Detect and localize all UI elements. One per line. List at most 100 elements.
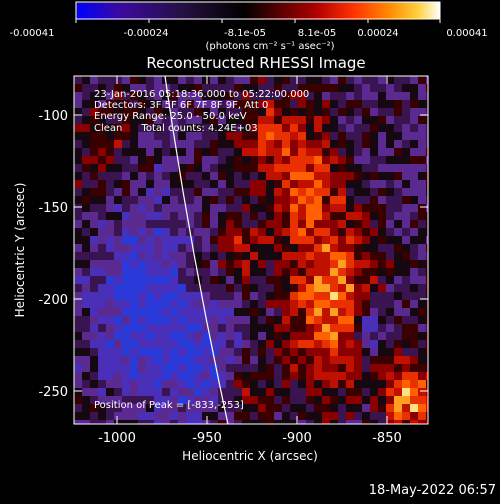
heatmap-cell: [106, 140, 115, 149]
heatmap-cell: [210, 196, 219, 205]
colorbar-gradient: [75, 1, 441, 20]
heatmap-cell: [282, 308, 291, 317]
heatmap-cell: [258, 388, 267, 397]
heatmap-cell: [274, 404, 283, 413]
heatmap-cell: [138, 404, 147, 413]
heatmap-cell: [346, 116, 355, 125]
heatmap-cell: [322, 268, 331, 277]
heatmap-cell: [370, 348, 379, 357]
heatmap-cell: [218, 188, 227, 197]
heatmap-cell: [346, 364, 355, 373]
heatmap-cell: [74, 164, 83, 173]
heatmap-cell: [162, 124, 171, 133]
heatmap-cell: [106, 252, 115, 261]
heatmap-cell: [218, 116, 227, 125]
heatmap-cell: [122, 228, 131, 237]
heatmap-cell: [386, 244, 395, 253]
heatmap-cell: [402, 116, 411, 125]
heatmap-cell: [346, 308, 355, 317]
heatmap-cell: [394, 340, 403, 349]
heatmap-cell: [394, 396, 403, 405]
heatmap-cell: [74, 372, 83, 381]
heatmap-cell: [242, 268, 251, 277]
heatmap-cell: [98, 324, 107, 333]
heatmap-cell: [114, 284, 123, 293]
heatmap-cell: [370, 188, 379, 197]
heatmap-cell: [106, 284, 115, 293]
heatmap-cell: [154, 252, 163, 261]
heatmap-cell: [202, 372, 211, 381]
heatmap-cell: [362, 388, 371, 397]
heatmap-cell: [282, 172, 291, 181]
heatmap-cell: [378, 244, 387, 253]
y-tick-label: -200: [38, 293, 68, 308]
heatmap-cell: [274, 220, 283, 229]
heatmap-cell: [74, 244, 83, 253]
heatmap-cell: [354, 276, 363, 285]
heatmap-cell: [274, 300, 283, 309]
heatmap-cell: [90, 276, 99, 285]
heatmap-cell: [218, 412, 227, 421]
heatmap-cell: [298, 252, 307, 261]
heatmap-cell: [426, 412, 428, 421]
heatmap-cell: [386, 316, 395, 325]
heatmap-cell: [370, 132, 379, 141]
heatmap-cell: [386, 220, 395, 229]
colorbar-tick-label: -8.1e-05: [224, 28, 266, 39]
colorbar-tick-label: 0.00041: [446, 28, 487, 39]
heatmap-cell: [242, 316, 251, 325]
heatmap-cell: [338, 332, 347, 341]
heatmap-cell: [362, 180, 371, 189]
heatmap-cell: [410, 420, 419, 424]
heatmap-cell: [218, 260, 227, 269]
heatmap-cell: [402, 268, 411, 277]
heatmap-cell: [354, 196, 363, 205]
heatmap-cell: [314, 204, 323, 213]
heatmap-cell: [250, 196, 259, 205]
heatmap-cell: [314, 348, 323, 357]
heatmap-cell: [426, 116, 428, 125]
heatmap-cell: [90, 300, 99, 309]
heatmap-cell: [170, 212, 179, 221]
heatmap-cell: [202, 196, 211, 205]
heatmap-cell: [298, 316, 307, 325]
heatmap-cell: [362, 380, 371, 389]
heatmap-cell: [266, 404, 275, 413]
heatmap-cell: [290, 196, 299, 205]
heatmap-cell: [402, 140, 411, 149]
heatmap-cell: [418, 380, 427, 389]
heatmap-cell: [114, 84, 123, 93]
heatmap-cell: [186, 404, 195, 413]
heatmap-cell: [258, 300, 267, 309]
heatmap-cell: [234, 116, 243, 125]
heatmap-cell: [410, 324, 419, 333]
heatmap-cell: [322, 420, 331, 424]
heatmap-cell: [202, 284, 211, 293]
heatmap-cell: [154, 92, 163, 101]
heatmap-cell: [130, 260, 139, 269]
heatmap-cell: [106, 132, 115, 141]
heatmap-cell: [162, 276, 171, 285]
heatmap-cell: [410, 340, 419, 349]
heatmap-cell: [178, 324, 187, 333]
heatmap-cell: [210, 156, 219, 165]
heatmap-cell: [386, 76, 395, 85]
heatmap-cell: [74, 84, 83, 93]
heatmap-cell: [290, 316, 299, 325]
heatmap-cell: [178, 132, 187, 141]
heatmap-cell: [162, 404, 171, 413]
heatmap-cell: [178, 116, 187, 125]
heatmap-cell: [202, 292, 211, 301]
heatmap-cell: [410, 76, 419, 85]
heatmap-cell: [330, 356, 339, 365]
heatmap-cell: [82, 324, 91, 333]
heatmap-cell: [354, 340, 363, 349]
heatmap-cell: [282, 132, 291, 141]
heatmap-cell: [194, 260, 203, 269]
heatmap-cell: [322, 156, 331, 165]
heatmap-cell: [138, 172, 147, 181]
heatmap-cell: [170, 300, 179, 309]
heatmap-cell: [138, 236, 147, 245]
heatmap-cell: [146, 148, 155, 157]
heatmap-cell: [90, 140, 99, 149]
